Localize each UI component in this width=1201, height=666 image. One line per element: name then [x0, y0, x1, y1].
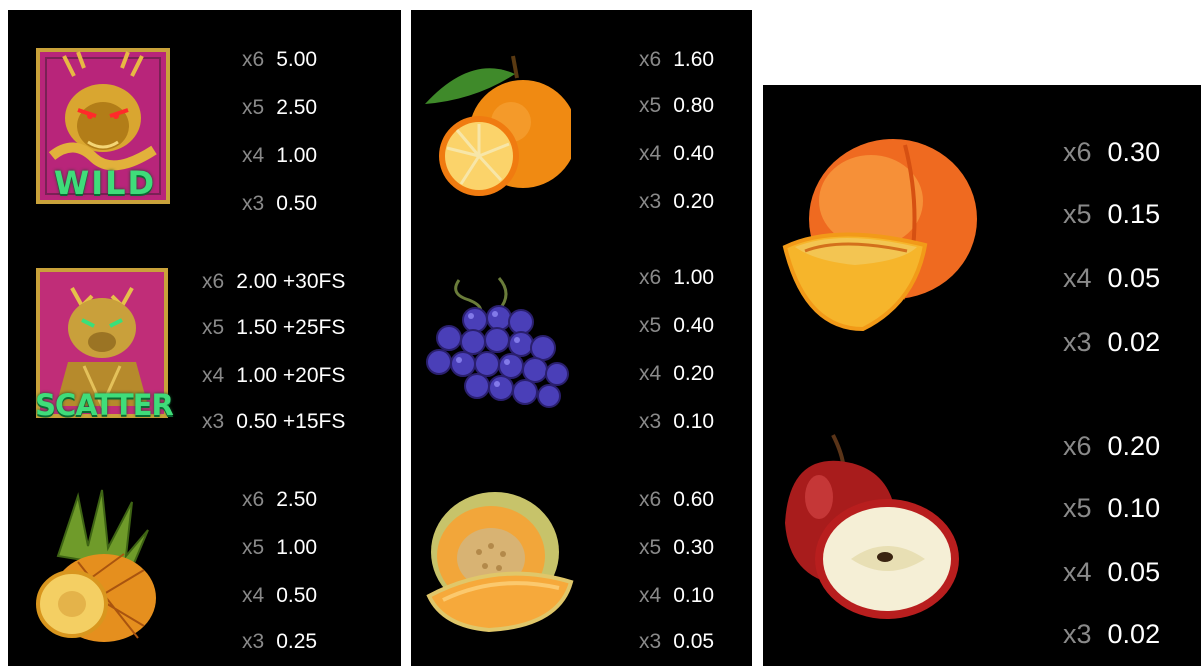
wild-label: WILD: [53, 164, 157, 202]
payout-row: x6 5.00: [242, 48, 318, 71]
payout-row: x6 1.60: [639, 48, 715, 71]
dragon-wild-icon: [36, 48, 170, 204]
melon-icon: [426, 492, 574, 633]
payout-row: x6 0.60: [639, 488, 715, 511]
payout-row: x6 0.20: [1063, 431, 1161, 461]
payout-row: x6 1.00: [639, 266, 715, 289]
orange-icon: [425, 55, 577, 196]
payout-row: x3 0.25: [242, 630, 318, 653]
payout-row: x3 0.05: [639, 630, 715, 653]
apple-symbol: [779, 427, 969, 629]
scatter-label: SCATTER: [35, 388, 174, 422]
payout-row: x5 1.50 +25FS: [202, 316, 346, 339]
grapes-symbol: [419, 274, 575, 416]
payout-row: x4 0.50: [242, 584, 318, 607]
apple-icon: [785, 434, 959, 619]
payout-row: x4 1.00: [242, 144, 318, 167]
payout-row: x6 2.00 +30FS: [202, 270, 346, 293]
pineapple-symbol: [28, 486, 168, 646]
payout-row: x3 0.02: [1063, 327, 1161, 357]
payout-row: x4 0.40: [639, 142, 715, 165]
payout-row: x5 0.40: [639, 314, 715, 337]
paytable-panel-3: x6 0.30 x5 0.15 x4 0.05 x3 0.02 x6 0.20 x5 0.1…: [763, 85, 1201, 666]
payout-row: x4 0.05: [1063, 557, 1161, 587]
scatter-symbol: SCATTER: [32, 266, 180, 426]
payout-row: x6 0.30: [1063, 137, 1161, 167]
grapes-icon: [426, 277, 569, 408]
tiger-scatter-icon: [36, 268, 168, 418]
peach-icon: [782, 139, 977, 332]
paytable-panel-2: x6 1.60 x5 0.80 x4 0.40 x3 0.20 x6 1.00 x5 0.4…: [411, 10, 752, 666]
payout-row: x4 0.05: [1063, 263, 1161, 293]
payout-row: x5 2.50: [242, 96, 318, 119]
orange-symbol: [421, 44, 577, 200]
payout-row: x5 0.15: [1063, 199, 1161, 229]
wild-symbol: WILD: [34, 46, 176, 208]
payout-row: x3 0.20: [639, 190, 715, 213]
payout-row: x5 1.00: [242, 536, 318, 559]
payout-row: x4 0.20: [639, 362, 715, 385]
payout-row: x3 0.50 +15FS: [202, 410, 346, 433]
payout-row: x3 0.50: [242, 192, 318, 215]
payout-row: x3 0.02: [1063, 619, 1161, 649]
payout-row: x6 2.50: [242, 488, 318, 511]
melon-symbol: [419, 486, 575, 636]
pineapple-icon: [36, 489, 156, 642]
payout-row: x4 0.10: [639, 584, 715, 607]
payout-row: x5 0.80: [639, 94, 715, 117]
payout-row: x5 0.10: [1063, 493, 1161, 523]
peach-symbol: [775, 133, 981, 339]
payout-row: x4 1.00 +20FS: [202, 364, 346, 387]
payout-row: x5 0.30: [639, 536, 715, 559]
paytable-panel-1: WILD x6 5.00 x5 2.50 x4 1.00 x3 0.50 SCATTER…: [8, 10, 401, 666]
payout-row: x3 0.10: [639, 410, 715, 433]
